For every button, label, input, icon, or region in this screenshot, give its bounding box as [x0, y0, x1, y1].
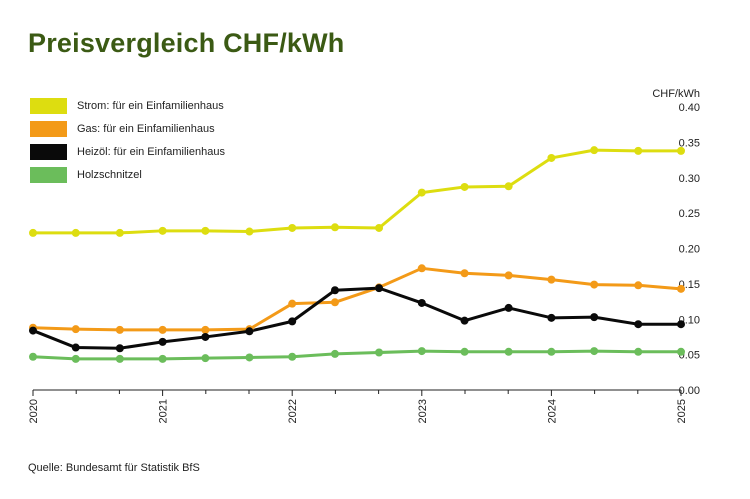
data-point-0-14 [634, 146, 643, 155]
series-line-1 [31, 266, 683, 332]
data-point-2-12 [547, 313, 556, 322]
x-tick-label: 2025 [676, 399, 688, 423]
data-point-1-4 [201, 325, 210, 334]
data-point-1-2 [115, 325, 124, 334]
data-point-3-11 [504, 347, 513, 356]
data-point-3-5 [245, 353, 254, 362]
data-point-1-9 [417, 264, 426, 273]
y-axis-unit-label: CHF/kWh [652, 88, 700, 100]
data-point-2-14 [634, 320, 643, 329]
legend-swatch-holzschnitzel [30, 167, 67, 183]
source-note: Quelle: Bundesamt für Statistik BfS [28, 462, 200, 474]
legend-item-strom: Strom: für ein Einfamilienhaus [30, 98, 225, 114]
legend-item-gas: Gas: für ein Einfamilienhaus [30, 121, 225, 137]
series-line-2 [31, 286, 683, 350]
data-point-1-3 [158, 325, 167, 334]
data-point-1-12 [547, 275, 556, 284]
data-point-3-2 [115, 354, 124, 363]
data-point-2-6 [288, 317, 297, 326]
data-point-0-12 [547, 153, 556, 162]
series-points [29, 146, 685, 363]
data-point-3-0 [29, 352, 37, 361]
series-lines [31, 148, 683, 361]
data-point-2-11 [504, 303, 513, 312]
legend: Strom: für ein Einfamilienhaus Gas: für … [30, 98, 225, 190]
data-point-2-0 [29, 326, 37, 335]
legend-item-heizoel: Heizöl: für ein Einfamilienhaus [30, 144, 225, 160]
y-tick-label: 0.40 [679, 102, 700, 114]
data-point-3-3 [158, 354, 167, 363]
data-point-1-14 [634, 281, 643, 290]
data-point-3-9 [417, 347, 426, 356]
y-tick-label: 0.25 [679, 208, 700, 220]
data-point-3-10 [460, 347, 469, 356]
x-tick-label: 2020 [28, 399, 40, 423]
data-point-0-7 [330, 223, 339, 232]
y-tick-label: 0.35 [679, 137, 700, 149]
y-tick-label: 0.20 [679, 244, 700, 256]
data-point-1-7 [330, 298, 339, 307]
data-point-2-4 [201, 332, 210, 341]
x-tick-label: 2021 [158, 399, 170, 423]
data-point-2-8 [375, 284, 384, 293]
x-tick-label: 2024 [546, 399, 558, 423]
legend-label-heizoel: Heizöl: für ein Einfamilienhaus [77, 146, 225, 158]
data-point-3-8 [375, 348, 384, 357]
data-point-0-5 [245, 227, 254, 236]
data-point-2-10 [460, 316, 469, 325]
data-point-0-10 [460, 182, 469, 191]
data-point-1-10 [460, 269, 469, 278]
data-point-2-3 [158, 337, 167, 346]
y-axis: 0.000.050.100.150.200.250.300.350.40 [679, 102, 700, 397]
legend-label-gas: Gas: für ein Einfamilienhaus [77, 123, 215, 135]
data-point-0-0 [29, 228, 37, 237]
data-point-3-6 [288, 352, 297, 361]
data-point-0-11 [504, 182, 513, 191]
legend-item-holzschnitzel: Holzschnitzel [30, 167, 225, 183]
data-point-2-2 [115, 344, 124, 353]
data-point-1-6 [288, 299, 297, 308]
series-line-0 [31, 148, 683, 235]
data-point-3-1 [71, 354, 80, 363]
data-point-0-4 [201, 226, 210, 235]
data-point-0-15 [677, 146, 685, 155]
legend-label-holzschnitzel: Holzschnitzel [77, 169, 142, 181]
data-point-3-12 [547, 347, 556, 356]
series-line-3 [31, 349, 683, 361]
data-point-0-9 [417, 188, 426, 197]
data-point-3-13 [590, 347, 599, 356]
data-point-0-1 [71, 228, 80, 237]
data-point-2-9 [417, 298, 426, 307]
y-tick-label: 0.30 [679, 173, 700, 185]
x-axis: 2020 2021 2022 2023 2024 2025 [28, 389, 688, 423]
data-point-3-7 [330, 349, 339, 358]
data-point-3-14 [634, 347, 643, 356]
data-point-3-4 [201, 354, 210, 363]
y-tick-label: 0.00 [679, 385, 700, 397]
data-point-0-13 [590, 146, 599, 155]
x-tick-label: 2022 [287, 399, 299, 423]
data-point-2-15 [677, 320, 685, 329]
data-point-1-13 [590, 280, 599, 289]
chart-title: Preisvergleich CHF/kWh [28, 28, 345, 58]
x-tick-label: 2023 [417, 399, 429, 423]
data-point-1-11 [504, 271, 513, 280]
legend-label-strom: Strom: für ein Einfamilienhaus [77, 100, 224, 112]
data-point-2-7 [330, 286, 339, 295]
data-point-1-1 [71, 325, 80, 334]
data-point-2-13 [590, 313, 599, 322]
legend-swatch-heizoel [30, 144, 67, 160]
legend-swatch-strom [30, 98, 67, 114]
legend-swatch-gas [30, 121, 67, 137]
data-point-0-6 [288, 223, 297, 232]
data-point-0-3 [158, 226, 167, 235]
data-point-2-1 [71, 343, 80, 352]
data-point-0-2 [115, 228, 124, 237]
data-point-0-8 [375, 223, 384, 232]
data-point-2-5 [245, 327, 254, 336]
data-point-1-15 [677, 284, 685, 293]
data-point-3-15 [677, 347, 685, 356]
